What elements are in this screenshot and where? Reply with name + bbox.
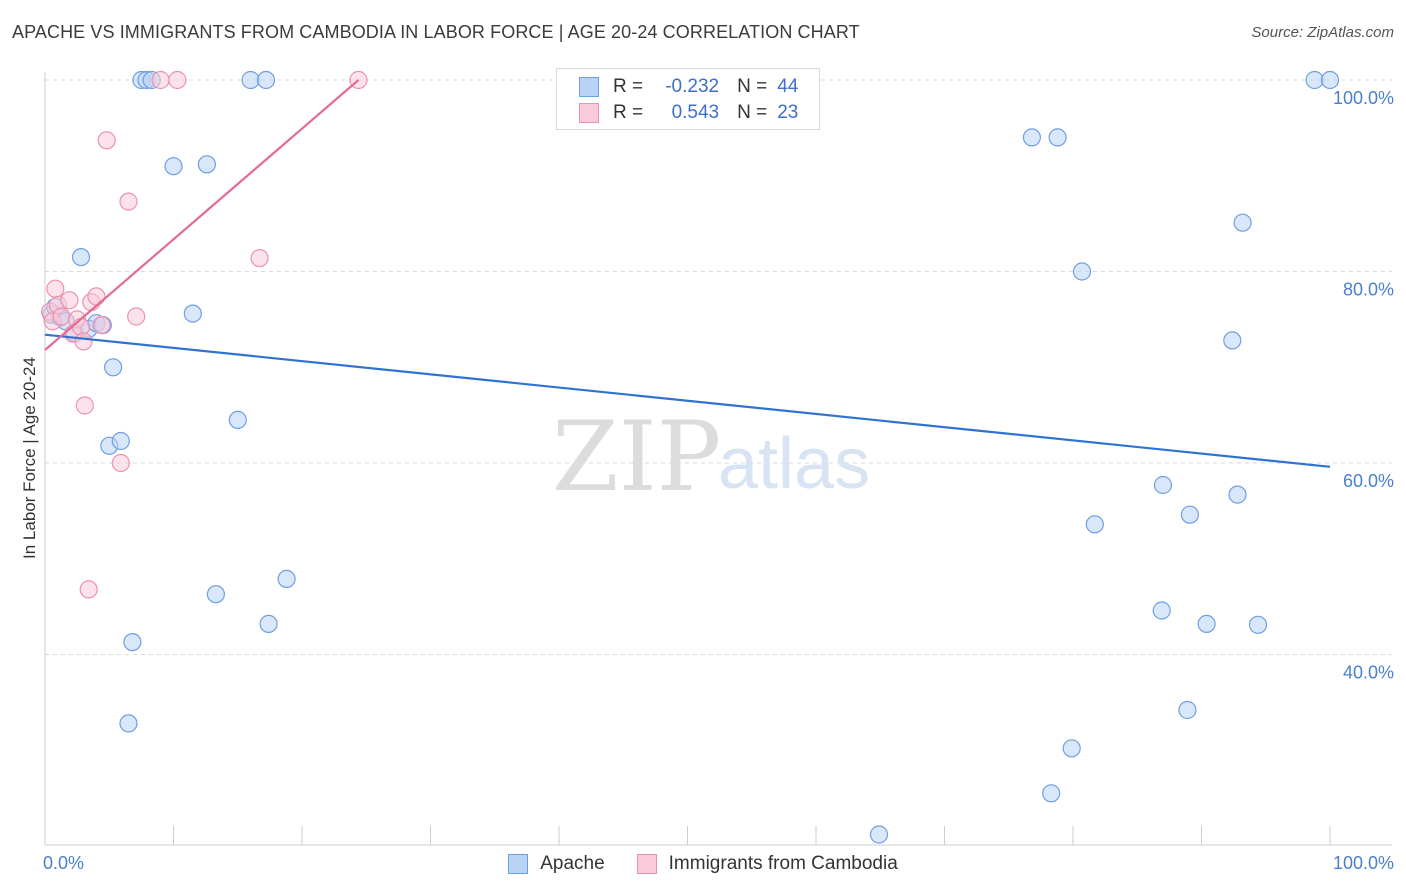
cambodia-point [75,396,94,415]
cambodia-point [168,70,187,90]
cambodia-point [92,316,111,335]
n-value: 23 [777,102,799,123]
legend-label-cambodia: Immigrants from Cambodia [668,853,898,874]
correlation-legend: R = -0.232 N = 44 R = 0.543 N = 23 [556,68,820,130]
apache-point [1305,70,1324,90]
apache-point [228,410,247,429]
apache-point [1180,505,1200,524]
cambodia-point [111,453,130,473]
apache-point [1153,475,1173,495]
apache-point [197,155,216,174]
apache-point [103,358,123,377]
cambodia-swatch [636,854,657,874]
apache-point [1178,700,1197,720]
apache-point [71,248,91,267]
cambodia-trend-line [44,79,360,351]
cambodia-point [60,291,79,310]
apache-point [1228,485,1247,504]
r-label: R = [613,102,644,123]
n-value: 44 [777,76,799,97]
apache-point [1022,128,1042,147]
x-tick-label: 100.0% [1333,853,1394,873]
r-label: R = [613,76,644,97]
cambodia-point [151,70,170,90]
trend-layer [44,79,1331,468]
points-layer [40,70,1340,844]
r-value: 0.543 [671,102,720,123]
apache-point [111,431,130,451]
cambodia-point [46,279,65,298]
source-label: Source: [1251,24,1304,41]
y-tick-label: 100.0% [1333,88,1394,108]
apache-point [1085,515,1104,534]
apache-point [1248,615,1268,634]
legend-label-apache: Apache [540,853,605,874]
legend-item-cambodia: Immigrants from Cambodia [636,853,898,875]
grid-layer [45,79,1392,655]
apache-trend-line [44,333,1331,468]
x-tick-label: 0.0% [43,853,84,873]
series-legend: Apache Immigrants from Cambodia [0,851,1406,877]
cambodia-point [74,332,93,351]
legend-row-cambodia: R = 0.543 N = 23 [579,100,798,126]
apache-point [1197,614,1216,634]
watermark-atlas: atlas [718,424,870,504]
y-tick-label: 40.0% [1343,663,1394,683]
cambodia-point [119,192,138,211]
apache-point [1320,70,1340,90]
watermark: ZIP atlas [552,401,870,513]
cambodia-point [250,249,269,268]
y-tick-label: 80.0% [1343,280,1394,300]
apache-swatch [579,77,599,97]
apache-point [183,304,202,323]
legend-item-apache: Apache [508,853,605,875]
n-label: N = [737,76,768,97]
apache-point [1152,601,1171,620]
apache-point [206,585,225,604]
cambodia-point [127,307,146,326]
r-value: -0.232 [665,76,720,97]
watermark-zip: ZIP [552,401,721,513]
apache-point [256,70,276,90]
apache-point [241,70,260,90]
apache-swatch [508,854,529,874]
apache-point [869,825,889,844]
source-site: ZipAtlas.com [1307,24,1394,41]
y-tick-label: 60.0% [1343,471,1394,491]
cambodia-point [87,287,106,306]
n-label: N = [737,102,768,123]
tick-labels-layer: 100.0% 80.0% 60.0% 40.0% 0.0% 100.0% [43,88,1394,873]
apache-point [119,714,138,733]
chart-title: APACHE VS IMMIGRANTS FROM CAMBODIA IN LA… [12,22,860,42]
axes-layer [44,72,1392,846]
apache-point [164,157,183,176]
cambodia-point [52,307,71,326]
apache-point [1062,739,1081,758]
y-axis-title: In Labor Force | Age 20-24 [20,357,39,559]
apache-point [1042,784,1061,803]
apache-point [1072,262,1092,281]
apache-point [259,614,278,634]
apache-point [277,569,296,589]
apache-point [1048,128,1067,147]
apache-point [1233,213,1252,232]
legend-row-apache: R = -0.232 N = 44 [579,74,798,100]
cambodia-point [97,131,116,150]
source-credit: Source: ZipAtlas.com [1251,24,1394,41]
cambodia-point [79,580,98,599]
apache-point [1223,331,1242,350]
apache-point [123,632,142,652]
cambodia-swatch [579,103,599,123]
